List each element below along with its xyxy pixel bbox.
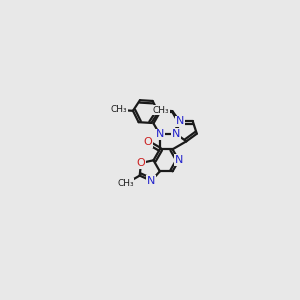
Text: CH₃: CH₃ [111, 106, 128, 115]
Text: N: N [147, 176, 155, 186]
Text: CH₃: CH₃ [152, 106, 169, 115]
Text: N: N [176, 116, 184, 126]
Text: N: N [175, 155, 183, 165]
Text: N: N [156, 129, 164, 140]
Text: O: O [143, 137, 152, 147]
Text: CH₃: CH₃ [117, 179, 134, 188]
Text: O: O [137, 158, 146, 168]
Text: N: N [172, 129, 180, 139]
